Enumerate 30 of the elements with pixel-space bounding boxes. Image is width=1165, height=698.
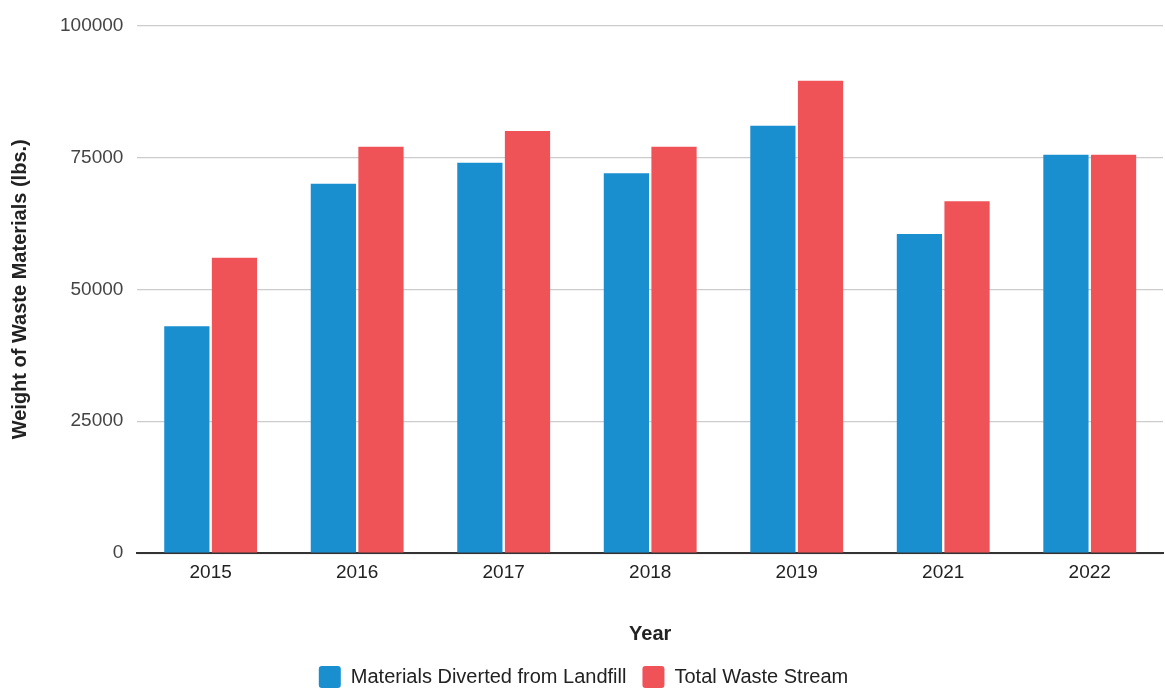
bar [896,233,943,553]
legend-label: Total Waste Stream [674,664,849,687]
y-tick-label: 75000 [70,145,124,167]
x-tick-label: 2019 [775,560,818,582]
bar [1043,154,1089,553]
bar [603,173,650,553]
x-tick-label: 2022 [1068,560,1111,582]
bar [504,130,551,553]
bar [310,183,356,553]
bar [750,125,796,553]
y-tick-label: 50000 [70,277,124,299]
bar [1090,154,1137,553]
legend-label: Materials Diverted from Landfill [350,664,627,687]
y-tick-label: 25000 [70,409,124,431]
bar [457,162,503,553]
bar [211,257,258,553]
x-tick-label: 2015 [189,560,232,582]
bar [944,201,990,553]
y-tick-label: 0 [112,541,124,563]
x-tick-label: 2017 [482,560,525,582]
x-tick-label: 2018 [629,560,672,582]
bar [797,80,844,553]
x-tick-label: 2016 [336,560,379,582]
y-axis-title: Weight of Waste Materials (lbs.) [7,139,30,440]
bar [651,146,697,553]
x-axis-title: Year [629,621,672,644]
x-tick-label: 2021 [922,560,965,582]
bar [164,326,210,553]
bar [358,146,404,553]
y-tick-label: 100000 [60,13,124,35]
